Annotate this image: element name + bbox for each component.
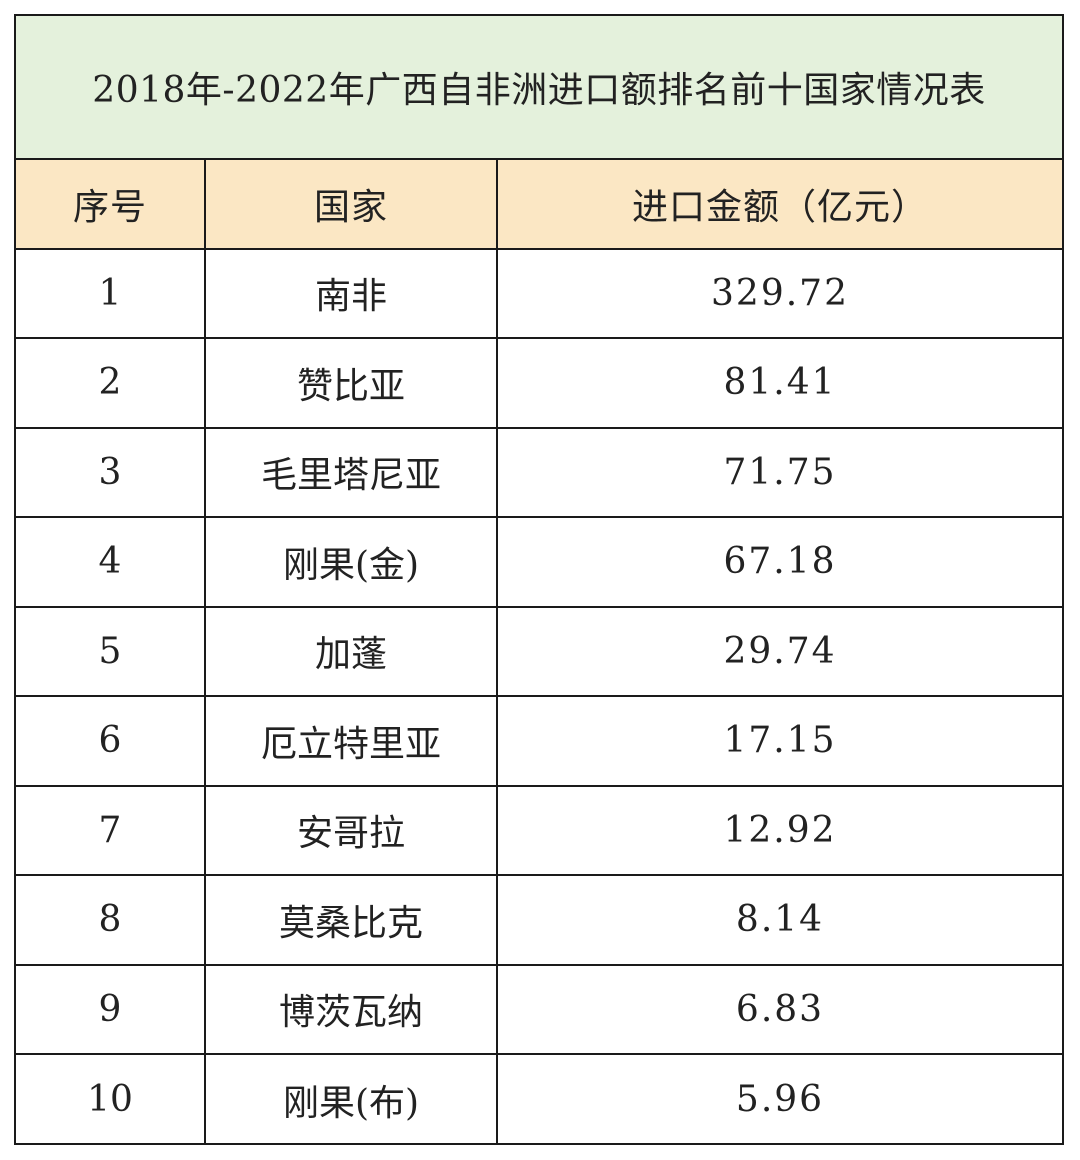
rank-cell: 4 [16,518,206,606]
table-row: 8 莫桑比克 8.14 [16,876,1062,966]
amount-cell: 329.72 [711,272,849,314]
country-cell: 刚果(金) [206,518,498,606]
amount-cell: 17.15 [723,720,837,762]
rank-cell: 6 [16,697,206,785]
country-cell: 博茨瓦纳 [206,965,498,1053]
country-cell: 刚果(布) [206,1055,498,1145]
amount-cell: 71.75 [723,451,837,493]
header-import-amount: 进口金额（亿元） [631,186,928,228]
country-cell: 赞比亚 [206,339,498,427]
country-cell: 厄立特里亚 [206,697,498,785]
rank-cell: 7 [16,786,206,874]
import-ranking-table: 2018年-2022年广西自非洲进口额排名前十国家情况表 序号 国家 进口金额（… [14,14,1064,1145]
amount-cell: 8.14 [735,899,825,941]
table-row: 5 加蓬 29.74 [16,607,1062,697]
header-country: 国家 [206,160,498,248]
rank-cell: 3 [16,428,206,516]
rank-cell: 5 [16,607,206,695]
table-row: 10 刚果(布) 5.96 [16,1055,1062,1145]
amount-cell: 29.74 [723,630,837,672]
country-cell: 毛里塔尼亚 [206,428,498,516]
country-cell: 加蓬 [206,607,498,695]
amount-cell: 67.18 [723,541,837,583]
table-row: 4 刚果(金) 67.18 [16,518,1062,608]
amount-cell: 5.96 [735,1079,825,1121]
table-row: 1 南非 329.72 [16,249,1062,339]
table-title: 2018年-2022年广西自非洲进口额排名前十国家情况表 [16,16,1062,160]
table-row: 6 厄立特里亚 17.15 [16,697,1062,787]
table-row: 3 毛里塔尼亚 71.75 [16,428,1062,518]
header-rank: 序号 [16,160,206,248]
country-cell: 莫桑比克 [206,876,498,964]
amount-cell: 6.83 [735,988,825,1030]
rank-cell: 2 [16,339,206,427]
rank-cell: 9 [16,965,206,1053]
country-cell: 安哥拉 [206,786,498,874]
rank-cell: 1 [16,249,206,337]
table-header-row: 序号 国家 进口金额（亿元） [16,160,1062,250]
rank-cell: 8 [16,876,206,964]
country-cell: 南非 [206,249,498,337]
table-row: 9 博茨瓦纳 6.83 [16,965,1062,1055]
table-row: 2 赞比亚 81.41 [16,339,1062,429]
rank-cell: 10 [16,1055,206,1145]
table-row: 7 安哥拉 12.92 [16,786,1062,876]
amount-cell: 12.92 [723,809,837,851]
amount-cell: 81.41 [723,362,837,404]
